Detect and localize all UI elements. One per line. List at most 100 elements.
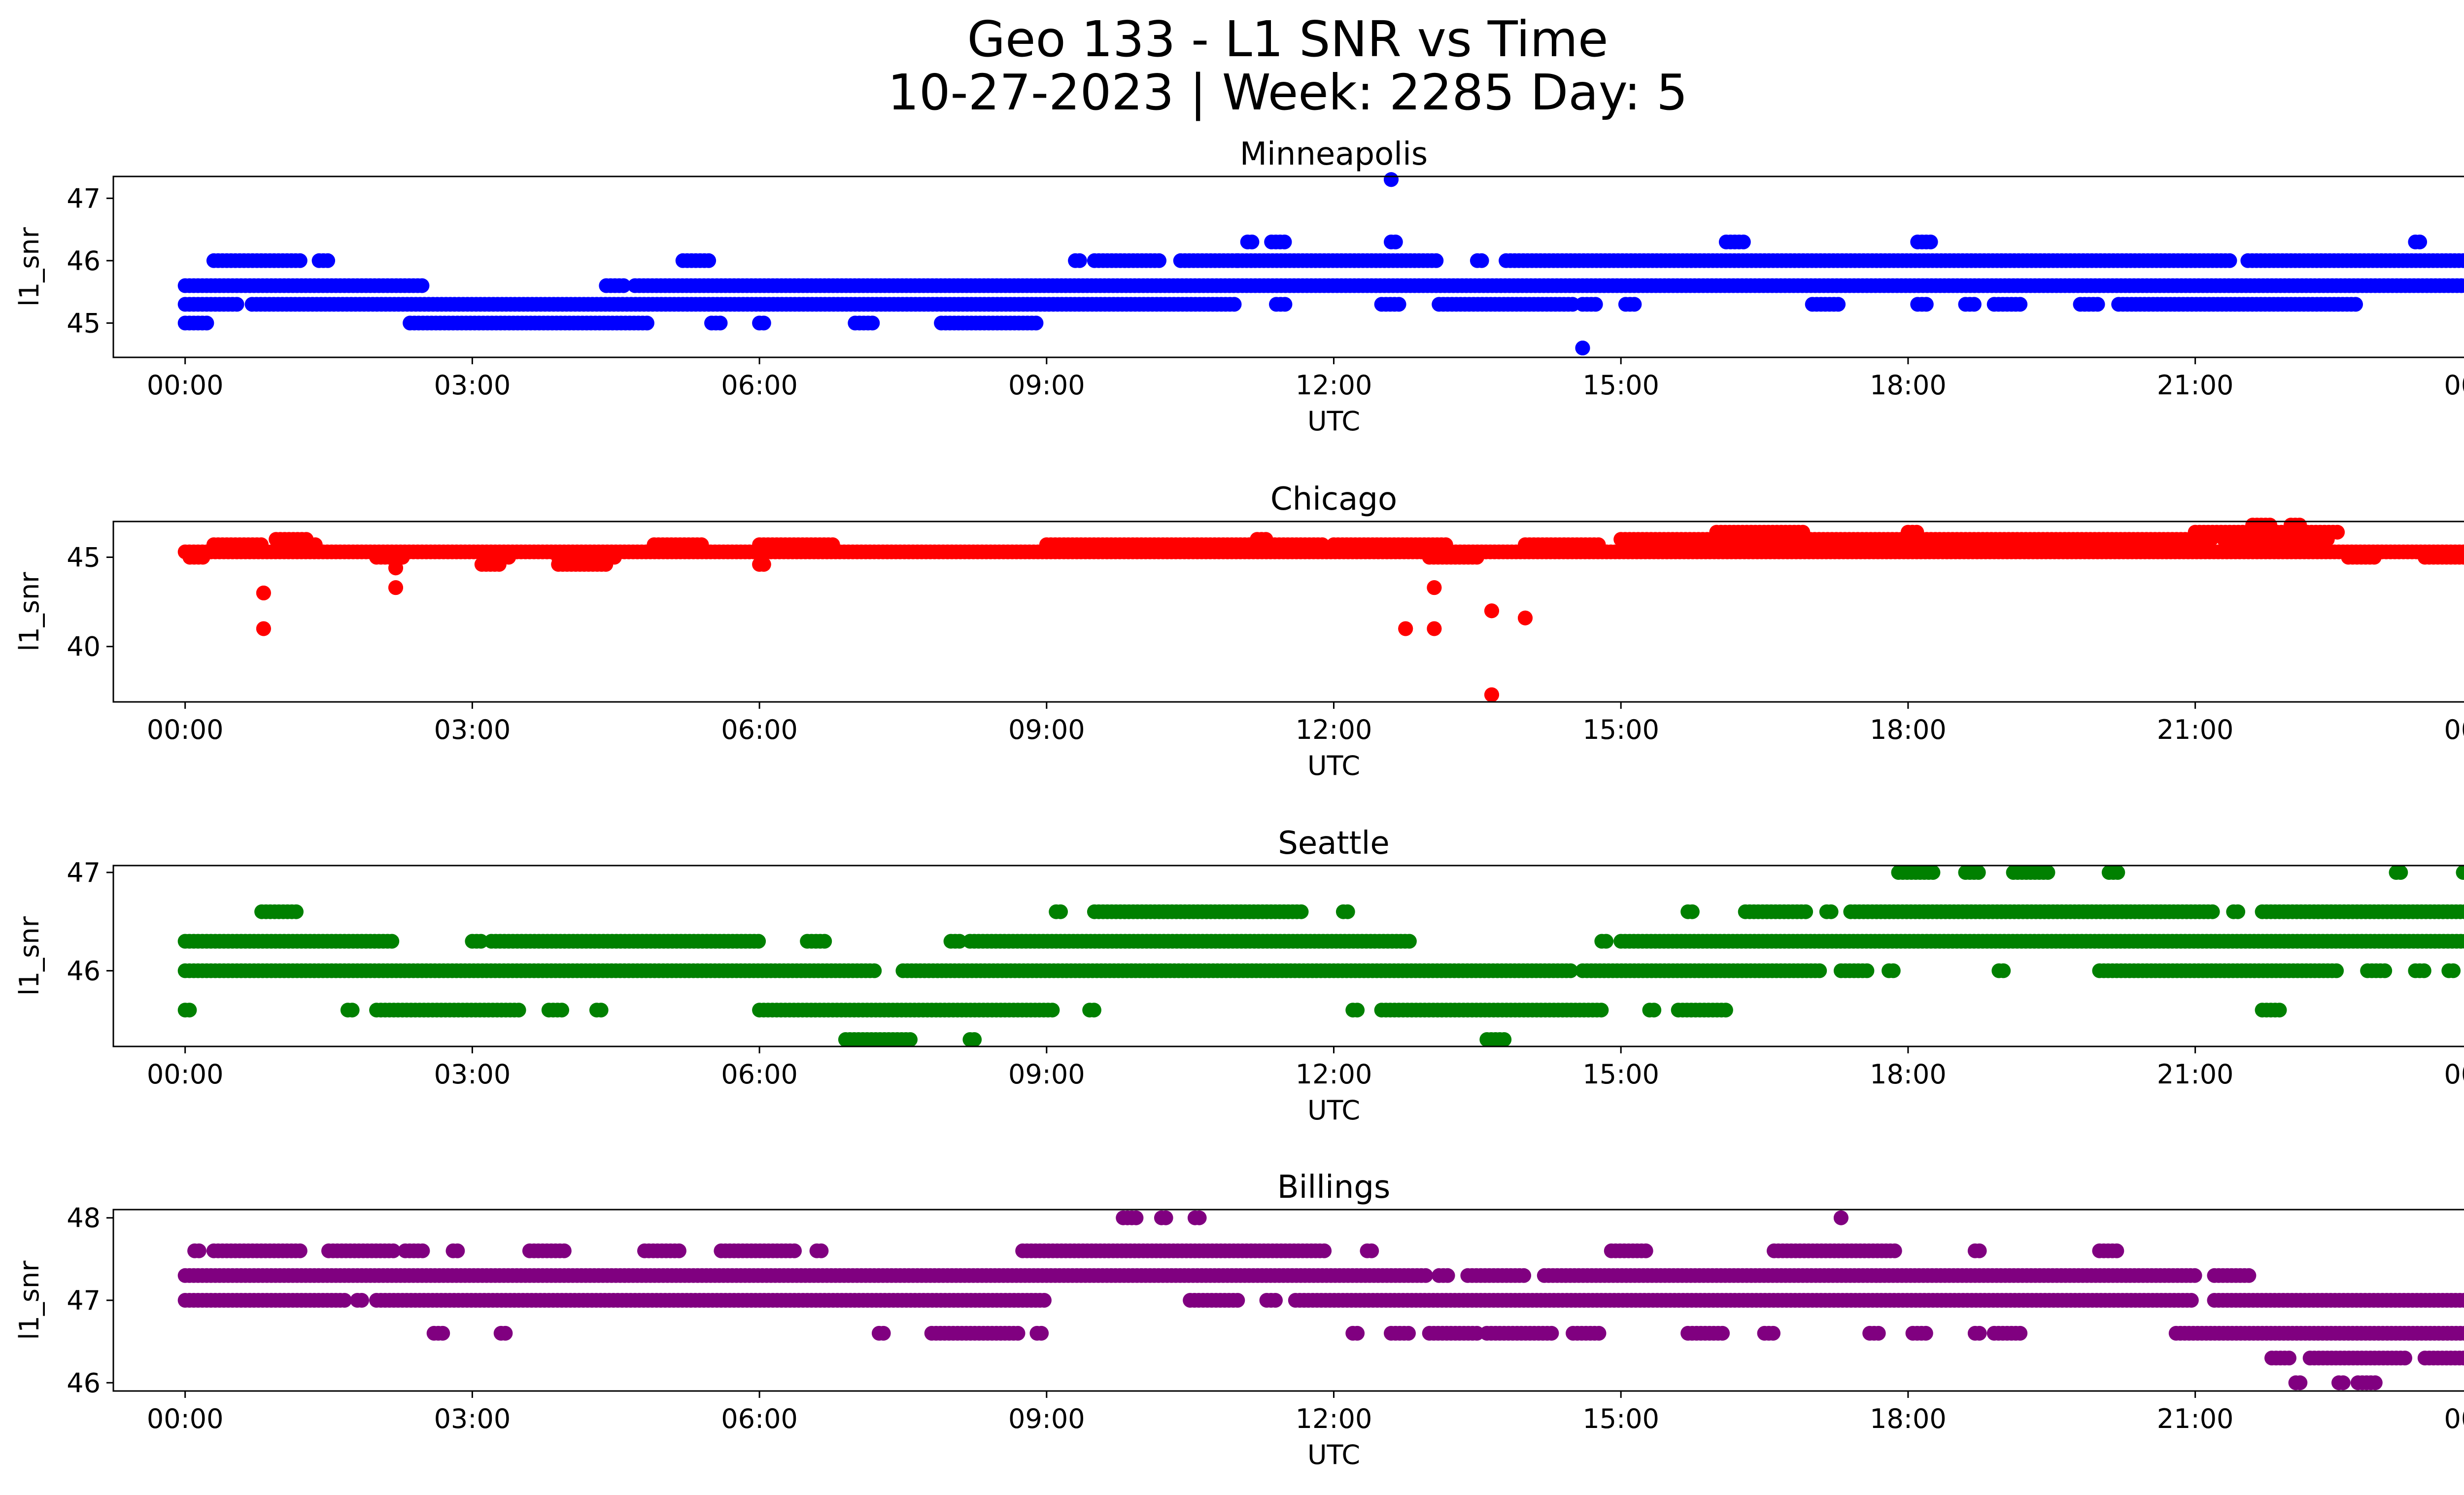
data-point [1966, 297, 1982, 312]
data-point [1469, 550, 1484, 565]
data-point [1736, 234, 1751, 249]
data-point [787, 1243, 802, 1258]
data-point [701, 253, 717, 268]
data-point [756, 315, 771, 331]
data-point [1594, 1003, 1609, 1018]
x-tick-label: 18:00 [1870, 1059, 1947, 1090]
data-point [2262, 518, 2278, 533]
data-point [1795, 524, 1811, 540]
data-point [320, 253, 336, 268]
x-tick-label: 06:00 [721, 1059, 798, 1090]
data-point [1823, 904, 1839, 919]
data-point [1588, 297, 1603, 312]
data-point [2184, 1293, 2199, 1308]
x-tick-label: 00:00 [2444, 714, 2464, 745]
data-point [1684, 904, 1700, 919]
data-point [384, 934, 400, 949]
axes-frame [112, 865, 2464, 1047]
x-tick-label: 12:00 [1296, 370, 1372, 401]
data-point [1518, 610, 1533, 626]
y-tick-label: 47 [67, 183, 101, 214]
data-point [2241, 1268, 2257, 1283]
data-point [511, 1003, 526, 1018]
data-point [2393, 865, 2408, 880]
data-point [1440, 1268, 1455, 1283]
data-point [1317, 1243, 1332, 1258]
y-tick-label: 40 [67, 631, 101, 662]
data-point [616, 278, 631, 293]
data-point [2013, 297, 2028, 312]
y-tick-label: 46 [67, 955, 101, 986]
x-tick-label: 09:00 [1008, 1059, 1085, 1090]
data-point [199, 315, 214, 331]
data-point [1010, 1325, 1026, 1341]
figure-title-line1: Geo 133 - L1 SNR vs Time [967, 10, 1608, 68]
data-point [1277, 297, 1293, 312]
figure-title-line2: 10-27-2023 | Week: 2285 Day: 5 [888, 64, 1687, 121]
panel-title: Billings [1277, 1169, 1391, 1206]
panel-title: Seattle [1278, 825, 1390, 862]
data-point [2446, 963, 2461, 978]
data-point [2463, 281, 2464, 290]
data-point [388, 560, 403, 576]
x-tick-label: 12:00 [1296, 1059, 1372, 1090]
data-point [556, 1243, 572, 1258]
data-point [292, 1243, 308, 1258]
y-tick-label: 45 [67, 308, 101, 339]
y-tick-label: 47 [67, 857, 101, 888]
y-axis-label: l1_snr [14, 572, 45, 652]
x-tick-label: 06:00 [721, 714, 798, 745]
data-point [865, 315, 880, 331]
data-point [1918, 297, 1934, 312]
y-axis-label: l1_snr [14, 227, 45, 307]
data-point [876, 1325, 891, 1341]
data-point [2377, 963, 2393, 978]
data-point [1045, 1003, 1060, 1018]
data-point [289, 904, 304, 919]
x-axis-label: UTC [1307, 1095, 1360, 1126]
data-point [639, 315, 654, 331]
data-point [435, 1325, 450, 1341]
data-point [1364, 1243, 1379, 1258]
data-point [1484, 603, 1499, 619]
data-point [2272, 1003, 2287, 1018]
data-point [598, 557, 614, 572]
data-point [1909, 524, 1924, 540]
data-point [1484, 687, 1499, 702]
data-point [2329, 963, 2344, 978]
x-tick-label: 21:00 [2157, 1059, 2234, 1090]
data-point [1418, 1268, 1433, 1283]
data-point [1401, 1325, 1416, 1341]
x-tick-label: 00:00 [147, 714, 224, 745]
data-point [498, 1325, 513, 1341]
data-point [1638, 1243, 1653, 1258]
x-tick-label: 03:00 [434, 714, 511, 745]
x-tick-label: 15:00 [1582, 370, 1659, 401]
data-point [337, 1293, 352, 1308]
data-point [1627, 297, 1642, 312]
data-point [1258, 532, 1273, 547]
data-point [671, 1243, 686, 1258]
x-tick-label: 21:00 [2157, 714, 2234, 745]
data-point [1474, 253, 1489, 268]
data-point [450, 1243, 465, 1258]
x-axis-label: UTC [1307, 750, 1360, 781]
data-point [1028, 315, 1044, 331]
data-point [256, 621, 271, 636]
data-point [1350, 1003, 1365, 1018]
data-point [1350, 1325, 1365, 1341]
y-axis-label: l1_snr [14, 916, 45, 996]
data-point [2109, 1243, 2124, 1258]
x-tick-label: 15:00 [1582, 1059, 1659, 1090]
data-point [554, 1003, 569, 1018]
data-point [1575, 341, 1590, 355]
data-point [2366, 550, 2382, 565]
data-point [967, 1032, 982, 1047]
data-point [1427, 580, 1442, 595]
data-point [817, 934, 832, 949]
data-point [903, 1032, 918, 1047]
data-point [1591, 537, 1606, 553]
